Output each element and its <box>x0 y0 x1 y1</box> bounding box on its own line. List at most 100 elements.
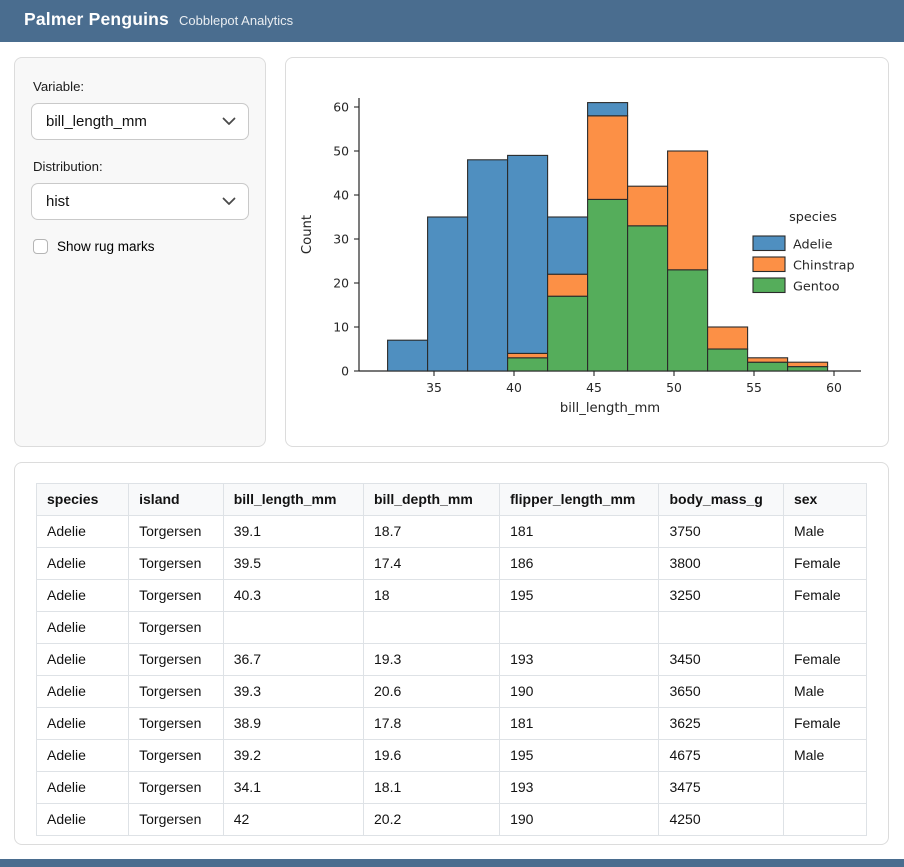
table-cell: 36.7 <box>222 643 365 676</box>
table-cell <box>782 803 868 836</box>
table-cell: Female <box>782 707 868 740</box>
rug-checkbox[interactable] <box>33 239 48 254</box>
chevron-down-icon <box>222 117 236 125</box>
table-cell: Torgersen <box>128 611 224 644</box>
column-header: flipper_length_mm <box>499 483 660 516</box>
table-cell: 4250 <box>658 803 784 836</box>
rug-checkbox-label: Show rug marks <box>57 239 155 254</box>
table-cell: Adelie <box>35 579 130 612</box>
svg-text:60: 60 <box>333 100 349 115</box>
svg-text:Count: Count <box>300 215 315 254</box>
svg-text:40: 40 <box>333 188 349 203</box>
svg-text:species: species <box>789 210 837 225</box>
table-cell: 39.2 <box>222 739 365 772</box>
column-header: bill_length_mm <box>222 483 365 516</box>
distribution-select-value: hist <box>46 193 70 210</box>
table-cell: 195 <box>499 739 660 772</box>
table-cell: 190 <box>499 803 660 836</box>
table-cell: 3800 <box>658 547 784 580</box>
table-cell: Adelie <box>35 707 130 740</box>
table-row: Adelie Torgersen 36.7 19.3 193 3450 Female <box>35 643 868 676</box>
table-cell: 3650 <box>658 675 784 708</box>
table-cell <box>782 611 868 644</box>
table-row: Adelie Torgersen 39.2 19.6 195 4675 Male <box>35 739 868 772</box>
histogram-card: 35 40 45 50 55 60 0 10 20 30 40 50 60 bill_length_mm C… <box>285 57 889 447</box>
table-cell: 3750 <box>658 515 784 548</box>
table-cell <box>499 611 660 644</box>
table-cell: Female <box>782 547 868 580</box>
svg-text:50: 50 <box>333 144 349 159</box>
table-cell: 18 <box>362 579 501 612</box>
table-cell: Male <box>782 675 868 708</box>
svg-text:0: 0 <box>341 364 349 379</box>
table-cell: 3450 <box>658 643 784 676</box>
table-cell <box>658 611 784 644</box>
table-cell: Adelie <box>35 643 130 676</box>
app-title: Palmer Penguins <box>24 9 169 29</box>
table-cell: Adelie <box>35 515 130 548</box>
table-cell: Adelie <box>35 739 130 772</box>
table-row: Adelie Torgersen 39.5 17.4 186 3800 Female <box>35 547 868 580</box>
table-row: Adelie Torgersen 39.1 18.7 181 3750 Male <box>35 515 868 548</box>
table-row: Adelie Torgersen 40.3 18 195 3250 Female <box>35 579 868 612</box>
table-cell: 181 <box>499 515 660 548</box>
svg-text:40: 40 <box>506 380 522 395</box>
table-cell: 34.1 <box>222 771 365 804</box>
distribution-label: Distribution: <box>33 159 103 174</box>
table-cell: Torgersen <box>128 579 224 612</box>
table-row: Adelie Torgersen 38.9 17.8 181 3625 Female <box>35 707 868 740</box>
svg-text:60: 60 <box>826 380 842 395</box>
column-header: body_mass_g <box>658 483 784 516</box>
table-cell: Adelie <box>35 803 130 836</box>
table-cell: Adelie <box>35 547 130 580</box>
table-cell: 3625 <box>658 707 784 740</box>
svg-text:Adelie: Adelie <box>793 238 833 253</box>
svg-text:10: 10 <box>333 320 349 335</box>
table-cell: Adelie <box>35 675 130 708</box>
distribution-select[interactable]: hist <box>31 183 249 220</box>
variable-select[interactable]: bill_length_mm <box>31 103 249 140</box>
table-cell: 19.3 <box>362 643 501 676</box>
table-cell: Torgersen <box>128 515 224 548</box>
table-cell: 193 <box>499 771 660 804</box>
column-header: sex <box>782 483 868 516</box>
table-row: Adelie Torgersen 34.1 18.1 193 3475 <box>35 771 868 804</box>
table-cell: Torgersen <box>128 739 224 772</box>
table-cell: Female <box>782 579 868 612</box>
table-cell: 20.2 <box>362 803 501 836</box>
table-cell: 18.1 <box>362 771 501 804</box>
table-cell <box>222 611 365 644</box>
table-cell: 42 <box>222 803 365 836</box>
chevron-down-icon <box>222 197 236 205</box>
variable-select-value: bill_length_mm <box>46 113 147 130</box>
column-header: island <box>128 483 224 516</box>
svg-text:45: 45 <box>586 380 602 395</box>
table-cell: 18.7 <box>362 515 501 548</box>
variable-label: Variable: <box>33 79 85 94</box>
table-row: Adelie Torgersen <box>35 611 868 644</box>
svg-text:Chinstrap: Chinstrap <box>793 259 855 274</box>
table-cell <box>362 611 501 644</box>
table-cell: 190 <box>499 675 660 708</box>
table-cell: Torgersen <box>128 547 224 580</box>
penguins-table: species island bill_length_mm bill_depth_mm… <box>35 483 868 836</box>
table-cell: 193 <box>499 643 660 676</box>
table-cell: 39.1 <box>222 515 365 548</box>
table-cell: 186 <box>499 547 660 580</box>
table-cell: 20.6 <box>362 675 501 708</box>
histogram-plot: 35 40 45 50 55 60 0 10 20 30 40 50 60 bill_length_mm C… <box>300 98 861 416</box>
table-row: Adelie Torgersen 42 20.2 190 4250 <box>35 803 868 836</box>
table-cell: Torgersen <box>128 675 224 708</box>
table-cell: Male <box>782 739 868 772</box>
table-cell: Female <box>782 643 868 676</box>
table-cell: 39.3 <box>222 675 365 708</box>
app-header: Palmer Penguins Cobblepot Analytics <box>0 0 904 42</box>
column-header: bill_depth_mm <box>362 483 501 516</box>
svg-text:Gentoo: Gentoo <box>793 280 840 295</box>
sidebar: Variable: bill_length_mm Distribution: h… <box>14 57 266 447</box>
table-cell: 3475 <box>658 771 784 804</box>
table-cell: Torgersen <box>128 707 224 740</box>
svg-text:bill_length_mm: bill_length_mm <box>560 401 660 416</box>
table-cell: 17.4 <box>362 547 501 580</box>
bottom-accent-bar <box>0 859 904 867</box>
